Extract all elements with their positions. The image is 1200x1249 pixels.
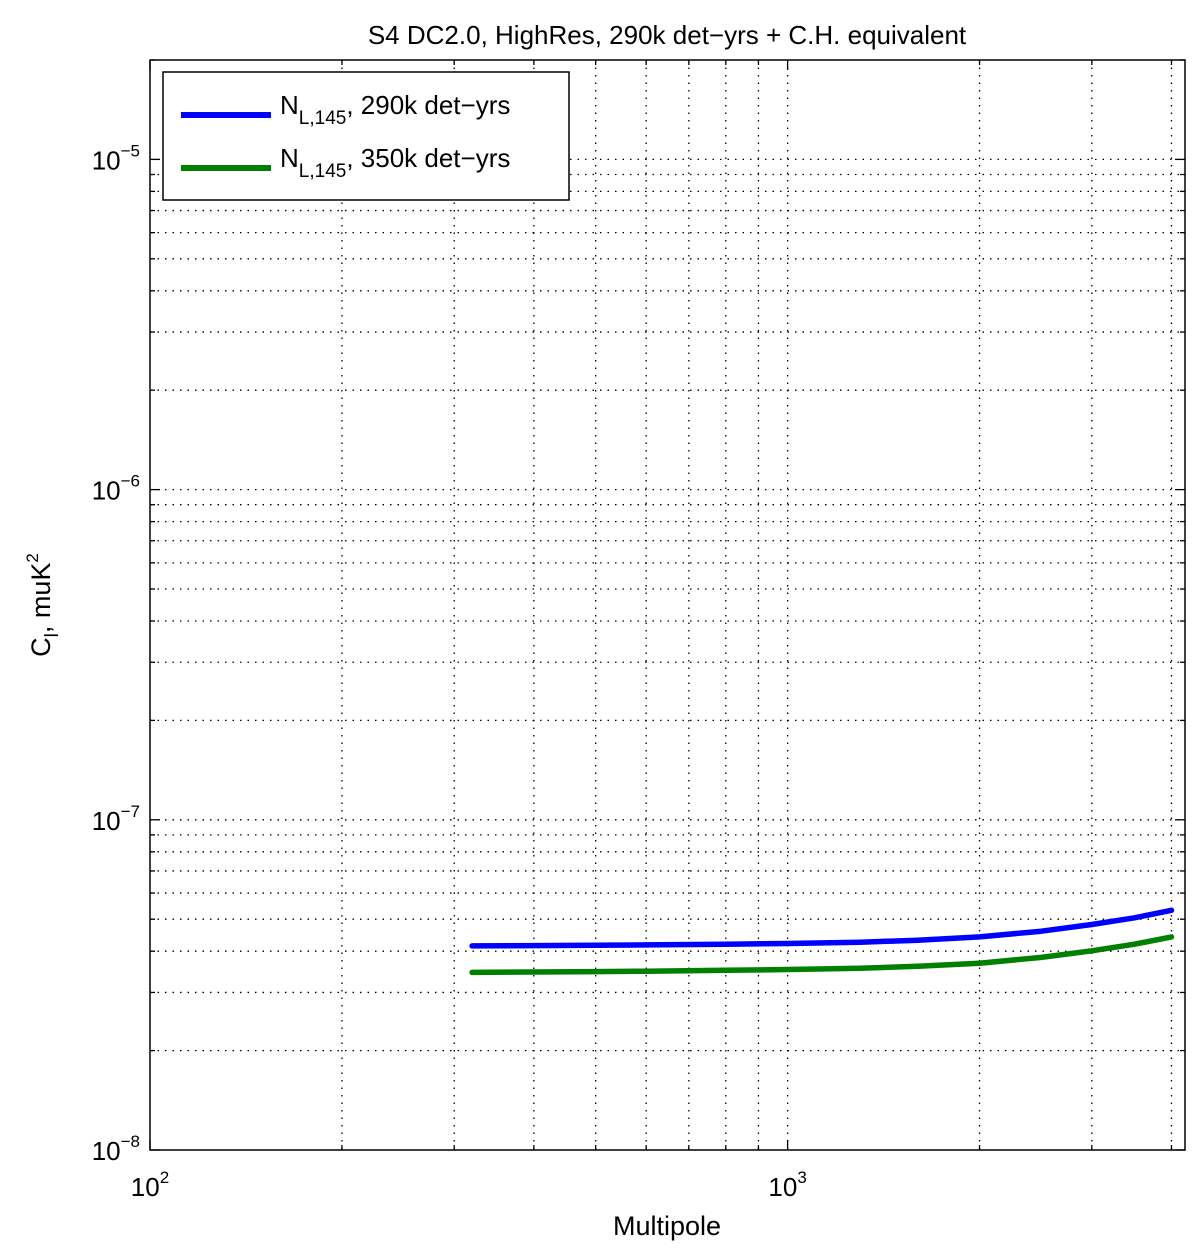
x-axis-label: Multipole	[613, 1211, 721, 1241]
y-axis-label-sup: 2	[23, 553, 42, 562]
y-tick-label: 10−5	[92, 141, 140, 175]
legend-label-350k: NL,145, 350k det−yrs	[280, 143, 510, 182]
legend-label-290k-rest: , 290k det−yrs	[346, 90, 510, 120]
legend: NL,145, 290k det−yrs NL,145, 350k det−yr…	[162, 71, 570, 201]
y-axis-label-rest: , muK	[26, 563, 56, 634]
axis-ticks: 102 103 10−8 10−7 10−6 10−5	[92, 59, 1185, 1202]
legend-label-350k-main: N	[280, 143, 299, 173]
legend-label-350k-sub: L,145	[299, 161, 347, 182]
x-tick-label: 102	[131, 1168, 169, 1202]
legend-label-350k-rest: , 350k det−yrs	[346, 143, 510, 173]
y-tick-label: 10−8	[92, 1132, 140, 1166]
series-lines	[469, 907, 1175, 976]
y-axis-label: Cl, muK2	[23, 553, 63, 657]
x-tick-label: 103	[768, 1168, 806, 1202]
legend-label-290k: NL,145, 290k det−yrs	[280, 90, 510, 129]
y-tick-label: 10−7	[92, 802, 140, 836]
legend-label-290k-sub: L,145	[299, 108, 347, 129]
legend-label-290k-main: N	[280, 90, 299, 120]
series-line-0	[469, 907, 1175, 949]
y-axis-label-sub: l	[42, 633, 63, 637]
legend-box	[162, 71, 570, 201]
series-line-1	[469, 934, 1175, 976]
plot-frame	[149, 59, 1186, 1151]
chart-title: S4 DC2.0, HighRes, 290k det−yrs + C.H. e…	[368, 20, 967, 50]
y-axis-label-main: C	[26, 637, 56, 657]
y-tick-label: 10−6	[92, 472, 140, 506]
